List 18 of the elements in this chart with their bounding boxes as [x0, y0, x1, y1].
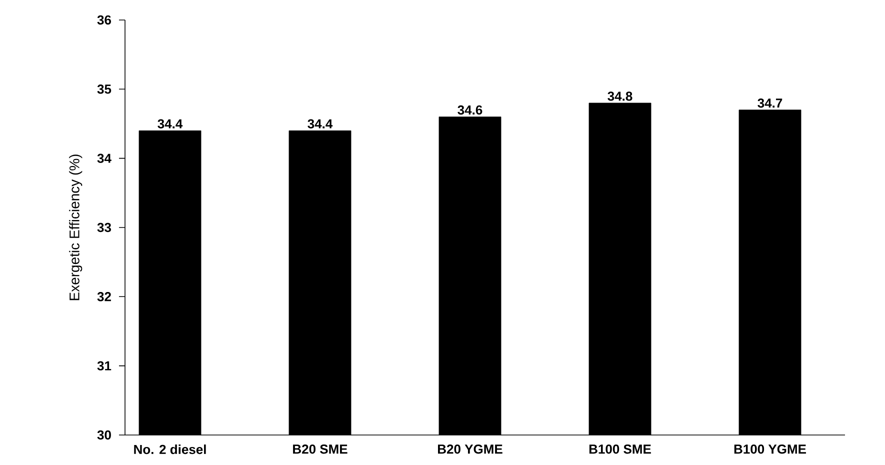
y-tick-label: 32	[97, 292, 111, 302]
y-axis-title: Exergetic Efficiency (%)	[69, 154, 82, 300]
x-tick-label: B100 YGME	[734, 444, 806, 454]
y-tick-label: 34	[97, 154, 112, 163]
y-tick-label: 36	[97, 15, 112, 25]
data-label: 34.4	[158, 119, 183, 128]
data-label: 34.8	[608, 92, 632, 101]
x-tick-label: B100 SME	[589, 444, 651, 454]
data-label: 34.7	[758, 98, 782, 108]
y-tick-label: 33	[97, 222, 112, 232]
y-tick-label: 30	[97, 430, 111, 440]
data-label: 34.6	[458, 105, 482, 115]
y-tick-label: 31	[97, 361, 112, 370]
x-tick-label: No. 2 diesel	[134, 444, 206, 454]
x-tick-label: B20 YGME	[438, 444, 502, 454]
data-label: 34.4	[308, 119, 333, 128]
y-tick-label: 35	[97, 84, 112, 94]
x-tick-label: B20 SME	[293, 444, 348, 454]
